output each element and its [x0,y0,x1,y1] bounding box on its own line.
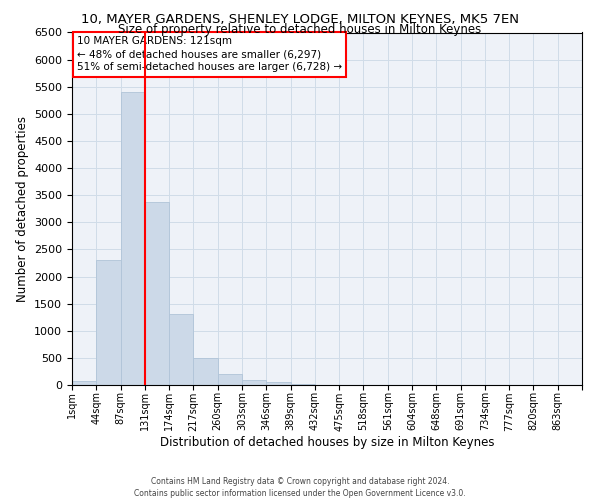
Text: Contains HM Land Registry data © Crown copyright and database right 2024.
Contai: Contains HM Land Registry data © Crown c… [134,476,466,498]
Bar [169,314,193,385]
Text: Size of property relative to detached houses in Milton Keynes: Size of property relative to detached ho… [118,22,482,36]
Bar [96,260,121,385]
Text: 10, MAYER GARDENS, SHENLEY LODGE, MILTON KEYNES, MK5 7EN: 10, MAYER GARDENS, SHENLEY LODGE, MILTON… [81,12,519,26]
Bar [266,382,290,385]
Y-axis label: Number of detached properties: Number of detached properties [16,116,29,302]
Bar [121,92,145,385]
Text: 10 MAYER GARDENS: 121sqm
← 48% of detached houses are smaller (6,297)
51% of sem: 10 MAYER GARDENS: 121sqm ← 48% of detach… [77,36,342,72]
Bar [145,202,169,385]
Bar [242,380,266,385]
Bar [218,374,242,385]
Bar [193,358,218,385]
Bar [290,384,315,385]
Bar [72,380,96,385]
X-axis label: Distribution of detached houses by size in Milton Keynes: Distribution of detached houses by size … [160,436,494,450]
